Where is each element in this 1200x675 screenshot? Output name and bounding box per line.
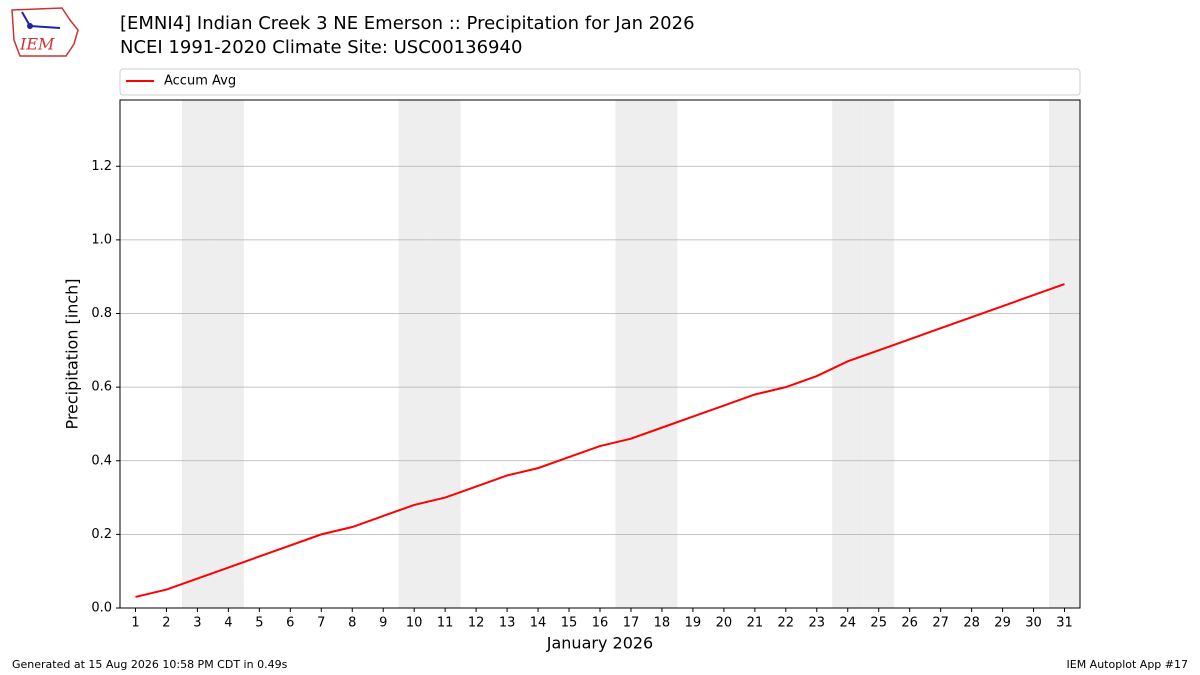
y-tick-label: 0.4 [91,453,112,468]
y-tick-label: 0.6 [91,380,112,395]
x-tick-label: 3 [193,616,201,631]
weekend-shade [1049,100,1080,608]
x-tick-label: 4 [224,616,232,631]
legend-label: Accum Avg [164,74,236,89]
x-tick-label: 12 [468,616,485,631]
x-tick-label: 2 [162,616,170,631]
x-tick-label: 14 [530,616,547,631]
x-tick-label: 5 [255,616,263,631]
y-tick-label: 1.0 [91,232,112,247]
x-tick-label: 20 [716,616,733,631]
x-tick-label: 11 [437,616,454,631]
x-tick-label: 28 [963,616,980,631]
y-tick-label: 0.0 [91,601,112,616]
y-tick-label: 1.2 [91,159,112,174]
x-tick-label: 19 [685,616,702,631]
x-tick-label: 10 [406,616,423,631]
x-tick-label: 22 [778,616,795,631]
y-axis-label: Precipitation [inch] [63,278,82,429]
logo-text: IEM [19,35,55,54]
x-tick-label: 27 [932,616,949,631]
footer-left: Generated at 15 Aug 2026 10:58 PM CDT in… [12,658,288,671]
logo-icon [27,23,33,29]
x-tick-label: 18 [654,616,671,631]
x-tick-label: 13 [499,616,516,631]
x-tick-label: 24 [839,616,856,631]
weekend-shade [212,100,244,608]
x-tick-label: 26 [901,616,918,631]
footer-right: IEM Autoplot App #17 [1067,658,1189,671]
weekend-shade [398,100,430,608]
x-tick-label: 21 [747,616,764,631]
weekend-shade [832,100,864,608]
y-tick-label: 0.2 [91,527,112,542]
x-tick-label: 25 [870,616,887,631]
x-tick-label: 31 [1056,616,1073,631]
weekend-shade [615,100,647,608]
chart-title: [EMNI4] Indian Creek 3 NE Emerson :: Pre… [120,13,695,34]
weekend-shade [429,100,461,608]
x-tick-label: 6 [286,616,294,631]
y-tick-label: 0.8 [91,306,112,321]
logo: IEM [11,7,79,57]
x-tick-label: 7 [317,616,325,631]
x-tick-label: 23 [809,616,826,631]
x-axis-label: January 2026 [546,634,653,653]
x-tick-label: 15 [561,616,578,631]
x-tick-label: 1 [131,616,139,631]
weekend-shade [646,100,678,608]
x-tick-label: 16 [592,616,609,631]
chart-subtitle: NCEI 1991-2020 Climate Site: USC00136940 [120,37,522,58]
x-tick-label: 30 [1025,616,1042,631]
x-tick-label: 8 [348,616,356,631]
series-line [135,283,1065,598]
x-tick-label: 29 [994,616,1011,631]
logo-icon [29,25,61,29]
x-tick-label: 9 [379,616,387,631]
legend-box [119,68,1081,96]
x-tick-label: 17 [623,616,640,631]
plot-frame [119,99,1081,609]
weekend-shade [181,100,213,608]
logo-outline [11,7,79,57]
